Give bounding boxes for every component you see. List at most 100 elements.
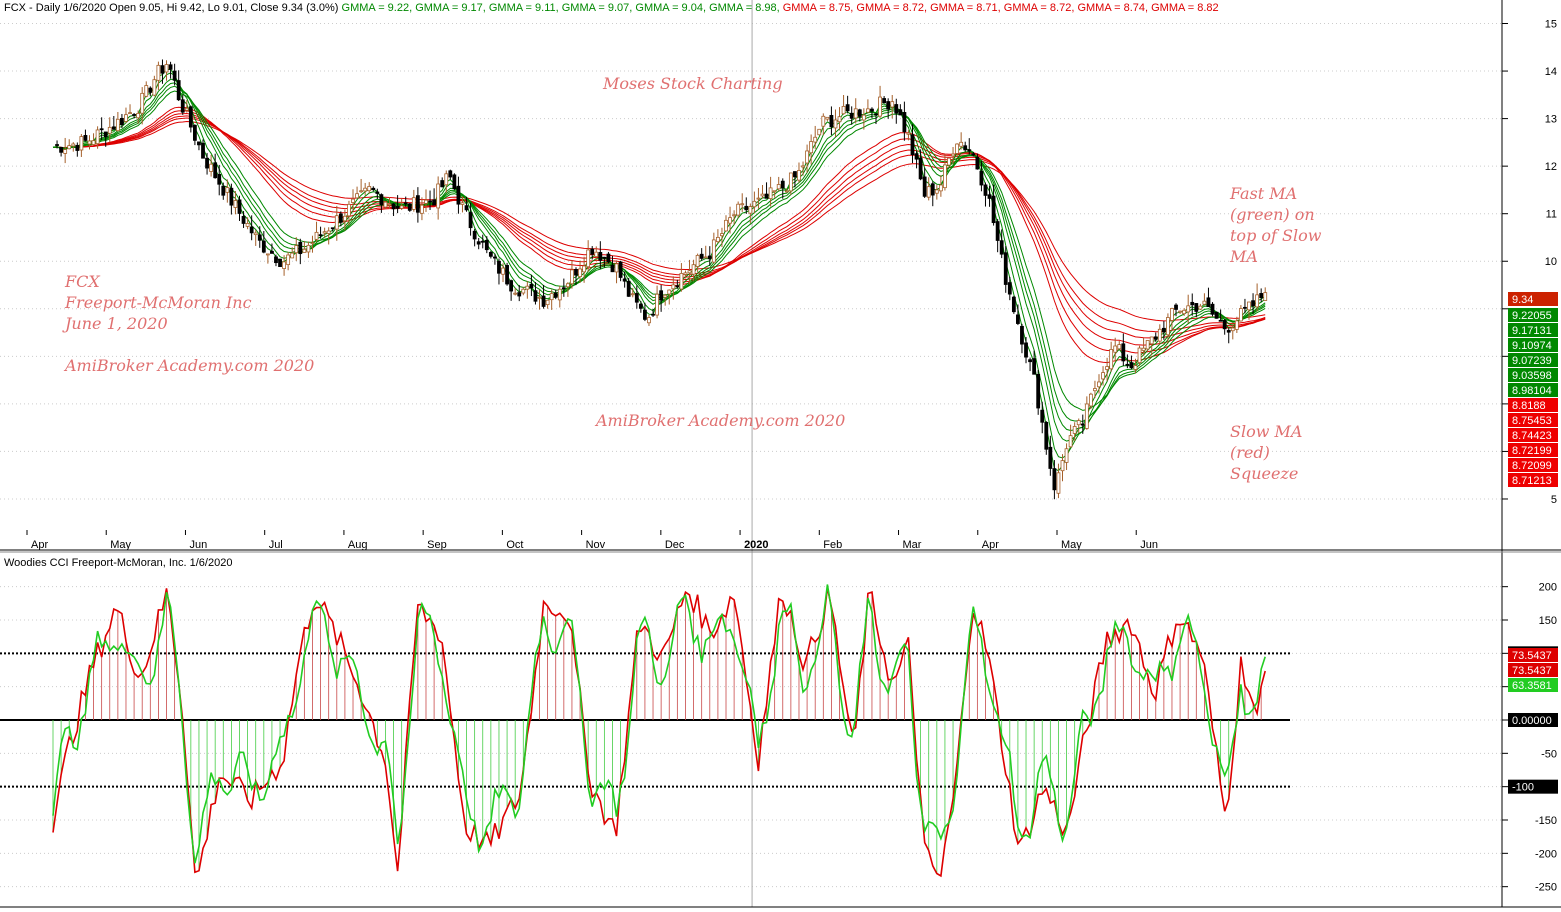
candle-body-266 xyxy=(1129,362,1134,369)
candle-body-297 xyxy=(1255,294,1260,308)
fast-ma-4 xyxy=(52,85,1266,423)
cci-ylabel-1: -200 xyxy=(1535,848,1557,860)
cci-ref-tag-1: 0.00000 xyxy=(1512,715,1552,727)
candle-body-250 xyxy=(1064,448,1069,463)
candle-body-222 xyxy=(951,153,955,157)
candle-body-84 xyxy=(391,203,396,210)
candle-body-228 xyxy=(975,156,980,170)
price-ylabel-10: 15 xyxy=(1545,19,1557,31)
candle-body-173 xyxy=(752,200,757,208)
candle-body-91 xyxy=(420,204,424,214)
candle-body-195 xyxy=(841,105,846,115)
candle-body-142 xyxy=(626,280,631,297)
slow-ma-tag-4: 8.72099 xyxy=(1512,460,1552,472)
candle-body-113 xyxy=(509,280,514,292)
candle-body-129 xyxy=(574,269,578,276)
candle-body-99 xyxy=(452,174,457,190)
candle-body-19 xyxy=(128,112,132,115)
slow-ma-note-2: (red) xyxy=(1230,443,1270,462)
candle-body-279 xyxy=(1182,309,1187,315)
candle-body-104 xyxy=(472,230,477,240)
candle-body-189 xyxy=(817,128,822,136)
candle-body-209 xyxy=(898,109,903,116)
candle-body-269 xyxy=(1141,347,1146,351)
price-pane-bg xyxy=(0,0,1502,530)
candle-body-263 xyxy=(1117,344,1122,350)
candle-body-151 xyxy=(663,294,668,298)
candle-body-219 xyxy=(938,184,943,192)
fast-ma-tag-3-bg xyxy=(1508,353,1558,367)
candle-body-87 xyxy=(403,202,408,205)
candle-body-106 xyxy=(480,240,485,243)
month-label-11: Mar xyxy=(903,539,922,551)
candle-body-80 xyxy=(375,191,380,194)
candle-body-194 xyxy=(837,116,842,123)
slow-ma-tag-1-bg xyxy=(1508,413,1558,427)
candle-body-149 xyxy=(655,293,659,316)
candle-body-35 xyxy=(192,124,197,141)
candle-body-1 xyxy=(55,144,59,146)
candle-body-39 xyxy=(209,163,214,172)
month-label-0: Apr xyxy=(31,539,48,551)
candle-body-130 xyxy=(578,268,582,277)
price-ylabel-9: 14 xyxy=(1545,66,1557,78)
candle-body-238 xyxy=(1016,314,1020,324)
candle-body-168 xyxy=(732,214,737,217)
candle-body-217 xyxy=(930,183,935,196)
candle-body-284 xyxy=(1202,300,1207,305)
candle-body-132 xyxy=(586,249,591,268)
cci-last-tag-0-bg xyxy=(1508,648,1558,662)
candle-body-29 xyxy=(168,64,173,70)
candle-body-162 xyxy=(707,255,712,260)
cci-ylabel-8: 150 xyxy=(1539,615,1557,627)
header-gmma-2: GMMA = 9.11, xyxy=(489,2,562,14)
slow-ma-4 xyxy=(52,117,1266,333)
candle-body-161 xyxy=(703,256,708,259)
candle-body-157 xyxy=(687,270,692,274)
candle-body-41 xyxy=(217,174,222,185)
slow-ma-3 xyxy=(52,115,1266,339)
candle-body-72 xyxy=(343,215,347,222)
candle-body-170 xyxy=(740,203,745,206)
candle-body-254 xyxy=(1080,423,1085,426)
slow-ma-1 xyxy=(52,110,1266,354)
month-label-3: Jul xyxy=(269,539,283,551)
fast-ma-note-4: MA xyxy=(1229,247,1258,266)
fast-ma-1 xyxy=(52,72,1266,459)
month-label-2: Jun xyxy=(189,539,207,551)
candle-body-298 xyxy=(1259,293,1264,299)
candle-body-257 xyxy=(1093,388,1097,392)
header-gmma-4: GMMA = 9.04, xyxy=(635,2,709,14)
candle-body-122 xyxy=(545,299,550,306)
candle-body-14 xyxy=(107,126,112,134)
candle-body-66 xyxy=(318,234,323,237)
fast-ma-tag-0-bg xyxy=(1508,308,1558,322)
candle-body-210 xyxy=(902,112,907,133)
fast-ma-tag-2: 9.10974 xyxy=(1512,340,1552,352)
candle-body-220 xyxy=(943,164,947,189)
candle-body-9 xyxy=(87,140,92,145)
month-label-14: Jun xyxy=(1140,539,1158,551)
candle-body-90 xyxy=(415,195,420,213)
candle-body-98 xyxy=(448,170,453,178)
candle-body-281 xyxy=(1190,301,1195,306)
slow-ma-tag-5-bg xyxy=(1508,473,1558,487)
candle-body-15 xyxy=(111,126,116,130)
fast-ma-3 xyxy=(52,82,1266,432)
candle-body-246 xyxy=(1048,446,1053,469)
candle-body-193 xyxy=(833,119,838,129)
candle-body-182 xyxy=(788,172,793,192)
candle-body-171 xyxy=(744,205,749,211)
candle-body-293 xyxy=(1238,308,1243,322)
candle-body-28 xyxy=(164,64,169,73)
candle-body-135 xyxy=(598,252,603,261)
academy-left: AmiBroker Academy.com 2020 xyxy=(63,356,314,375)
candle-body-108 xyxy=(488,251,493,257)
candle-body-287 xyxy=(1214,311,1219,319)
fast-ma-tag-3: 9.07239 xyxy=(1512,355,1552,367)
header-gmma-6: GMMA = 8.75, xyxy=(783,2,857,14)
candle-body-79 xyxy=(371,187,376,191)
fast-ma-2 xyxy=(52,78,1266,442)
candle-body-67 xyxy=(322,231,327,234)
candle-body-196 xyxy=(845,104,850,112)
